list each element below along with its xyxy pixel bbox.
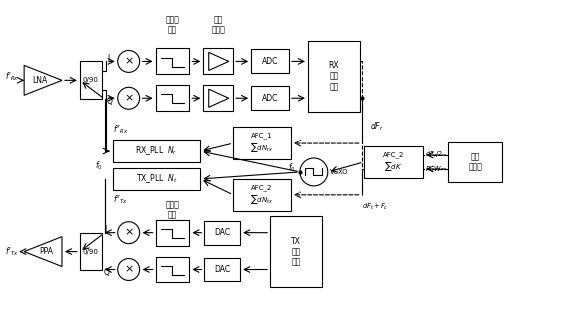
Text: ADC: ADC [262,94,278,103]
Bar [308,41,360,112]
Bar [233,179,291,211]
Bar [156,256,189,283]
Bar [233,127,291,159]
Text: I: I [107,54,109,63]
Text: $dF_r/2$: $dF_r/2$ [425,150,443,160]
Text: 0/90: 0/90 [83,249,99,255]
Text: ADC: ADC [262,57,278,66]
Text: AFC_2
$\sum dN_{tx}$: AFC_2 $\sum dN_{tx}$ [251,184,274,206]
Text: I: I [104,225,106,234]
Text: $dF_t+F_c$: $dF_t+F_c$ [361,202,388,212]
Text: $dF_r$: $dF_r$ [370,121,383,133]
Text: Q: Q [107,97,112,106]
Text: ×: × [124,228,133,238]
Text: $f'_{Rx}$: $f'_{Rx}$ [5,70,19,83]
Text: PPA: PPA [39,247,53,256]
Text: ×: × [124,265,133,274]
Text: AFC_1
$\sum dN_{rx}$: AFC_1 $\sum dN_{rx}$ [251,132,274,154]
Bar [156,49,189,74]
Bar [203,49,233,74]
Bar [251,49,289,73]
Text: 温度
传感器: 温度 传感器 [468,152,482,172]
Text: $f_0$: $f_0$ [288,162,296,174]
Text: 基带
放大器: 基带 放大器 [211,15,225,34]
Text: RX
基带
处理: RX 基带 处理 [328,61,339,91]
Bar [113,168,201,190]
Text: $f''_{Tx}$: $f''_{Tx}$ [113,193,128,206]
Text: Q: Q [104,268,110,277]
Text: RX_PLL  $N_r$: RX_PLL $N_r$ [135,145,178,158]
Bar [203,85,233,111]
Text: $f_0$: $f_0$ [95,160,103,172]
Text: VCXO: VCXO [330,169,348,175]
Bar [448,142,502,182]
Text: TX
基带
处理: TX 基带 处理 [291,237,301,266]
Bar [113,140,201,162]
Text: LNA: LNA [33,76,48,85]
Text: $f''_{Rx}$: $f''_{Rx}$ [113,124,128,136]
Text: TX_PLL  $N_t$: TX_PLL $N_t$ [136,173,178,185]
Text: ×: × [124,93,133,103]
Text: DAC: DAC [214,228,230,237]
Bar [156,85,189,111]
Text: 低通滤
波器: 低通滤 波器 [166,15,179,34]
Text: $f'_{Tx}$: $f'_{Tx}$ [5,245,19,258]
Text: ×: × [124,56,133,66]
Text: 低通滤
波器: 低通滤 波器 [166,200,179,220]
Text: 0/90: 0/90 [83,77,99,83]
Text: $FCW$: $FCW$ [425,164,442,174]
Text: DAC: DAC [214,265,230,274]
Bar [205,258,240,281]
Bar [80,61,102,99]
Bar [270,216,322,287]
Bar [80,233,102,271]
Bar [364,146,423,178]
Bar [205,221,240,245]
Text: AFC_2
$\sum dK$: AFC_2 $\sum dK$ [383,151,404,173]
Bar [156,220,189,246]
Bar [251,86,289,110]
